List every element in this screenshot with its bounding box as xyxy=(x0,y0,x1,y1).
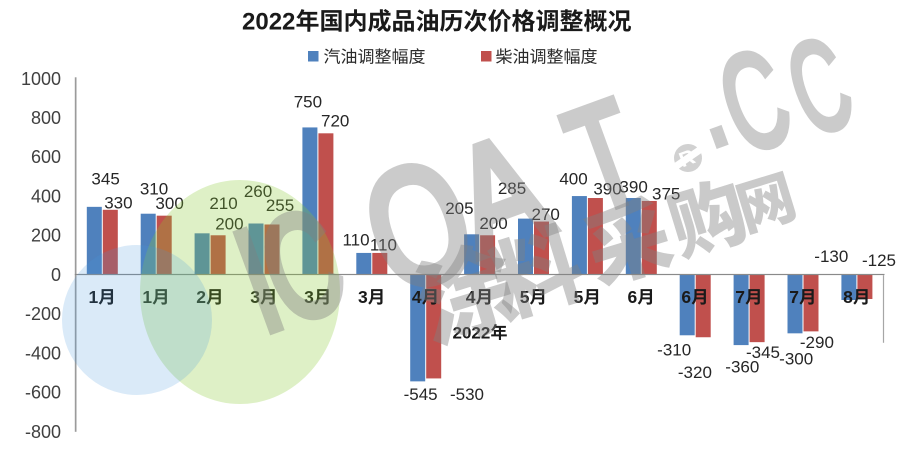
svg-text:3: 3 xyxy=(304,287,314,307)
svg-text:800: 800 xyxy=(31,108,61,128)
svg-text:330: 330 xyxy=(104,194,132,213)
svg-text:2: 2 xyxy=(196,287,206,307)
svg-text:400: 400 xyxy=(559,170,587,189)
svg-text:3: 3 xyxy=(358,287,368,307)
svg-text:7: 7 xyxy=(789,287,799,307)
svg-text:-600: -600 xyxy=(25,383,61,403)
svg-text:-545: -545 xyxy=(404,385,438,404)
svg-text:255: 255 xyxy=(266,196,294,215)
svg-text:1: 1 xyxy=(142,287,152,307)
svg-text:3: 3 xyxy=(250,287,260,307)
svg-text:1000: 1000 xyxy=(21,69,61,89)
svg-text:200: 200 xyxy=(215,215,243,234)
svg-text:345: 345 xyxy=(91,170,119,189)
svg-text:-400: -400 xyxy=(25,343,61,363)
svg-text:7: 7 xyxy=(735,287,745,307)
svg-text:210: 210 xyxy=(209,194,237,213)
svg-text:6: 6 xyxy=(628,287,638,307)
svg-text:1: 1 xyxy=(89,287,99,307)
svg-text:2022: 2022 xyxy=(242,9,295,36)
svg-text:260: 260 xyxy=(244,182,272,201)
svg-text:110: 110 xyxy=(370,236,397,255)
svg-text:270: 270 xyxy=(532,205,560,224)
svg-text:-125: -125 xyxy=(862,251,896,270)
svg-text:R: R xyxy=(676,145,698,172)
svg-text:110: 110 xyxy=(342,230,369,249)
svg-text:-345: -345 xyxy=(746,343,780,362)
svg-text:390: 390 xyxy=(619,177,647,196)
svg-text:205: 205 xyxy=(445,199,473,218)
svg-text:8: 8 xyxy=(843,287,853,307)
svg-text:300: 300 xyxy=(155,194,183,213)
svg-text:-530: -530 xyxy=(450,385,484,404)
svg-text:-360: -360 xyxy=(725,358,759,377)
svg-text:720: 720 xyxy=(321,112,349,131)
svg-text:-800: -800 xyxy=(25,422,61,442)
svg-text:750: 750 xyxy=(294,92,322,111)
svg-text:0: 0 xyxy=(51,265,61,285)
svg-text:310: 310 xyxy=(140,180,168,199)
svg-text:-200: -200 xyxy=(25,304,61,324)
svg-text:-290: -290 xyxy=(800,333,834,352)
svg-text:200: 200 xyxy=(31,226,61,246)
svg-text:400: 400 xyxy=(31,187,61,207)
svg-text:600: 600 xyxy=(31,147,61,167)
svg-text:6: 6 xyxy=(681,287,691,307)
svg-text:4: 4 xyxy=(412,287,422,307)
svg-text:-300: -300 xyxy=(779,349,813,368)
svg-text:390: 390 xyxy=(593,180,621,199)
svg-text:-320: -320 xyxy=(678,363,712,382)
svg-text:-130: -130 xyxy=(814,247,848,266)
svg-text:-310: -310 xyxy=(657,341,691,360)
svg-text:200: 200 xyxy=(479,214,507,233)
svg-text:285: 285 xyxy=(498,179,526,198)
